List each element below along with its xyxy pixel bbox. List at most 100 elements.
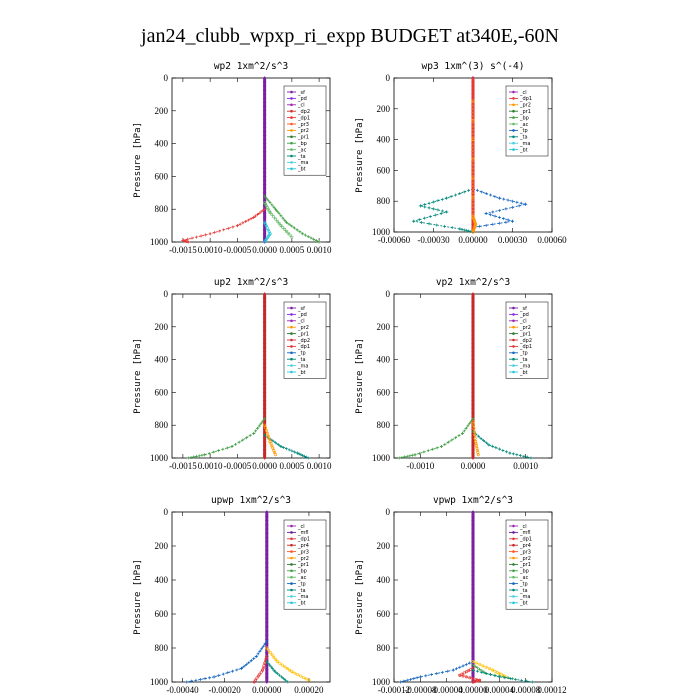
- data-point: [262, 76, 267, 80]
- x-tick-label: -0.0015: [169, 245, 197, 255]
- data-point: [471, 452, 475, 456]
- data-point: [286, 680, 290, 684]
- data-point: [270, 666, 274, 670]
- data-point: [262, 292, 267, 296]
- data-point: [272, 668, 276, 672]
- data-point: [472, 430, 476, 434]
- legend-entry: _bt: [297, 370, 306, 376]
- data-point: [471, 573, 475, 578]
- legend-marker: [290, 319, 293, 323]
- data-point: [262, 178, 267, 183]
- legend-marker: [290, 90, 293, 94]
- data-point: [471, 345, 475, 350]
- data-point: [471, 510, 475, 514]
- legend-entry: _pr2: [297, 128, 309, 134]
- data-point: [262, 150, 267, 154]
- data-point: [518, 454, 522, 458]
- data-point: [265, 565, 269, 570]
- data-point: [265, 544, 269, 548]
- data-point: [471, 99, 475, 103]
- legend: _cl_mfl_dp1_pr4_pr3_pr2_pr1_bp_ac_tp_ta_…: [283, 519, 327, 610]
- y-tick-label: 800: [155, 204, 169, 214]
- x-tick-label: 0.00000: [252, 685, 282, 695]
- data-point: [471, 518, 475, 523]
- legend-marker: [512, 550, 515, 553]
- data-point: [418, 675, 422, 679]
- data-point: [262, 227, 267, 232]
- data-point: [262, 435, 267, 440]
- series-line: [186, 640, 268, 683]
- data-point: [265, 639, 269, 643]
- legend-entry: _dp2: [297, 109, 310, 115]
- legend-entry: _pr3: [297, 122, 309, 128]
- data-point: [303, 233, 307, 237]
- legend: _sf_pd_cl_pr2_pr1_dp2_dp1_tp_ta_ma_bt: [505, 301, 549, 379]
- legend-entry: _bt: [519, 370, 528, 376]
- data-point: [525, 455, 529, 459]
- data-point: [265, 578, 269, 582]
- data-point: [468, 661, 472, 665]
- legend-marker: [290, 109, 293, 113]
- data-point: [264, 429, 268, 433]
- data-point: [440, 197, 444, 201]
- data-point: [468, 676, 472, 680]
- data-point: [471, 316, 475, 321]
- legend-entry: _pr3: [297, 549, 309, 555]
- data-point: [471, 176, 475, 180]
- legend-marker: [290, 595, 293, 598]
- data-point: [436, 199, 440, 203]
- legend-entry: _ma: [519, 363, 530, 369]
- data-point: [208, 676, 212, 680]
- legend-entry: _dp1: [519, 537, 532, 543]
- data-point: [285, 666, 289, 670]
- series-line: [413, 188, 474, 233]
- data-point: [471, 599, 475, 604]
- y-tick-label: 1000: [150, 677, 169, 687]
- legend-marker: [512, 524, 515, 528]
- series-sf: [262, 76, 267, 244]
- data-point: [262, 386, 267, 391]
- data-point: [458, 673, 462, 677]
- x-tick-label: 0.00008: [511, 685, 541, 695]
- data-point: [237, 440, 241, 444]
- data-point: [471, 417, 475, 421]
- series-line: [253, 656, 268, 683]
- legend-marker: [512, 148, 515, 151]
- plot-frame: [171, 293, 331, 459]
- y-tick-label: 1000: [372, 227, 391, 237]
- data-point: [298, 230, 302, 234]
- data-point: [432, 207, 435, 211]
- data-point: [265, 552, 269, 557]
- legend-marker: [290, 154, 293, 158]
- data-point: [471, 660, 475, 664]
- data-point: [511, 219, 514, 223]
- data-point: [262, 374, 267, 378]
- series-line: [472, 661, 507, 678]
- data-point: [471, 138, 475, 142]
- series-ta: [471, 668, 534, 684]
- data-point: [497, 221, 501, 225]
- data-point: [484, 223, 488, 227]
- data-point: [267, 648, 271, 652]
- legend-entry: _tp: [519, 128, 528, 134]
- data-point: [529, 456, 533, 460]
- data-point: [265, 582, 269, 587]
- data-point: [306, 456, 310, 460]
- data-point: [283, 665, 287, 669]
- data-point: [235, 224, 239, 228]
- legend-entry: _sf: [297, 90, 305, 96]
- data-point: [424, 674, 428, 678]
- data-point: [262, 296, 267, 300]
- data-point: [440, 670, 444, 674]
- data-point: [208, 232, 212, 236]
- data-point: [489, 673, 493, 677]
- data-point: [397, 456, 401, 460]
- data-point: [268, 201, 272, 205]
- data-point: [258, 672, 262, 676]
- data-point: [284, 447, 288, 451]
- series-pr2: [471, 420, 480, 457]
- legend-marker: [512, 351, 515, 355]
- data-point: [282, 446, 286, 450]
- plot-frame: [171, 77, 331, 243]
- data-point: [471, 300, 475, 304]
